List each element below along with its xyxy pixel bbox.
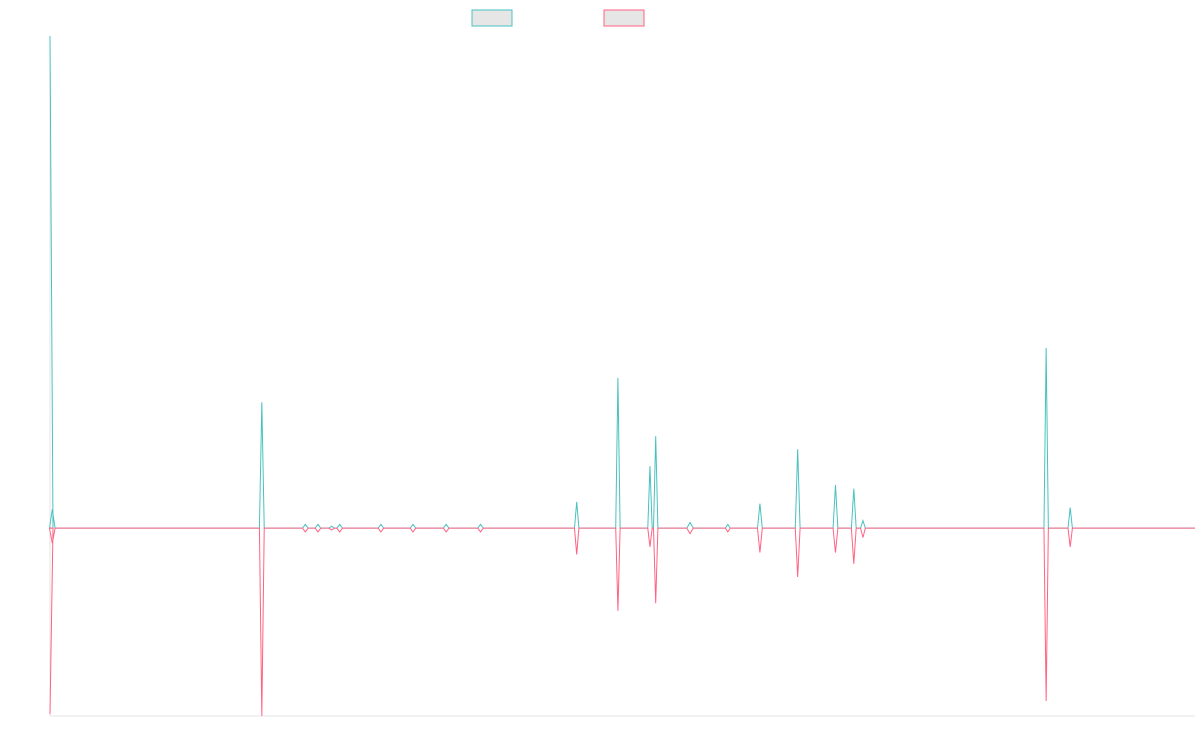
- legend-swatch-series-1: [471, 9, 513, 27]
- series-2-line: [48, 527, 1195, 717]
- series-1-line: [48, 35, 1195, 529]
- axes: [49, 36, 1195, 717]
- legend-swatch-series-2: [603, 9, 645, 27]
- legend: [471, 9, 645, 27]
- series-layer: [48, 35, 1195, 717]
